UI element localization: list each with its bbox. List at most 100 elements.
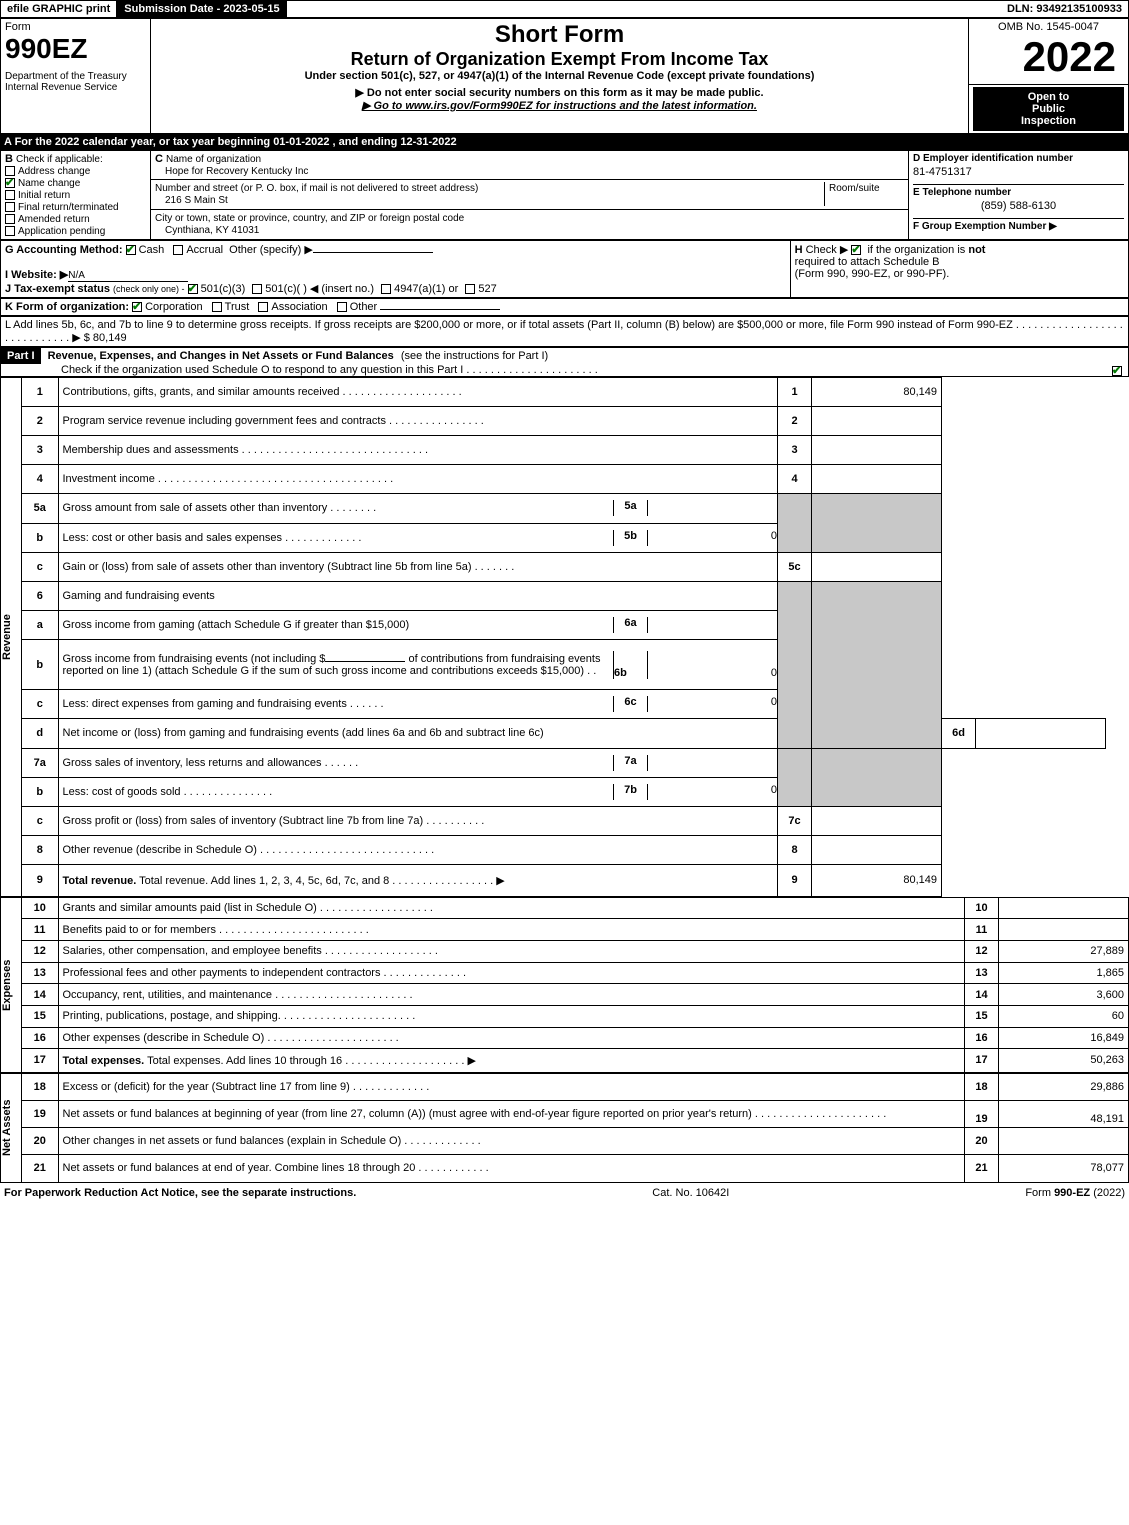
cat-no: Cat. No. 10642I [652,1187,729,1199]
line-7a-desc: Gross sales of inventory, less returns a… [59,755,614,771]
revenue-side-label: Revenue [0,377,22,897]
line-2-desc: Program service revenue including govern… [58,406,778,435]
section-b-label: B [5,153,13,165]
cb-name-change[interactable]: Name change [5,177,146,189]
cb-address-change[interactable]: Address change [5,165,146,177]
line-16-val: 16,849 [999,1027,1129,1049]
section-g-accounting: G Accounting Method: [5,244,123,256]
section-i-website: I Website: ▶ [5,269,68,281]
line-12-val: 27,889 [999,940,1129,962]
dln: DLN: 93492135100933 [1001,0,1129,18]
section-l-gross-receipts: L Add lines 5b, 6c, and 7b to line 9 to … [0,316,1129,347]
cb-4947[interactable] [381,284,391,294]
section-j-tax-exempt: J Tax-exempt status [5,283,110,295]
short-form-title: Short Form [155,21,964,49]
section-e-phone-label: E Telephone number [913,184,1124,198]
line-6d-desc: Net income or (loss) from gaming and fun… [58,719,778,748]
form-header: Form 990EZ Department of the TreasuryInt… [0,18,1129,134]
cb-final-return[interactable]: Final return/terminated [5,201,146,213]
net-assets-side-label: Net Assets [0,1073,22,1183]
line-14-desc: Occupancy, rent, utilities, and maintena… [58,984,965,1006]
line-10-desc: Grants and similar amounts paid (list in… [58,897,965,919]
line-5c-desc: Gain or (loss) from sale of assets other… [58,552,778,581]
line-9-desc: Total revenue. Total revenue. Add lines … [58,865,778,896]
line-19-desc: Net assets or fund balances at beginning… [58,1100,965,1127]
cb-initial-return[interactable]: Initial return [5,189,146,201]
cb-501c[interactable] [252,284,262,294]
other-org-input[interactable] [380,309,500,310]
cb-accrual[interactable] [173,245,183,255]
cb-cash[interactable] [126,245,136,255]
main-title: Return of Organization Exempt From Incom… [155,49,964,70]
section-c-label: C [155,153,163,165]
cb-amended-return[interactable]: Amended return [5,213,146,225]
line-5b-val: 0 [647,530,777,546]
cb-application-pending[interactable]: Application pending [5,225,146,237]
line-5a-desc: Gross amount from sale of assets other t… [59,500,614,516]
paperwork-notice: For Paperwork Reduction Act Notice, see … [4,1187,356,1199]
line-9-val: 80,149 [812,865,942,896]
cb-trust[interactable] [212,302,222,312]
name-of-org-label: Name of organization [166,154,261,165]
line-7b-desc: Less: cost of goods sold . . . . . . . .… [59,784,614,800]
subtitle: Under section 501(c), 527, or 4947(a)(1)… [155,70,964,82]
line-11-desc: Benefits paid to or for members . . . . … [58,919,965,941]
section-k-form-org: K Form of organization: Corporation Trus… [0,298,1129,316]
line-15-desc: Printing, publications, postage, and shi… [58,1006,965,1028]
top-bar: efile GRAPHIC print Submission Date - 20… [0,0,1129,18]
org-name: Hope for Recovery Kentucky Inc [155,166,308,177]
page-footer: For Paperwork Reduction Act Notice, see … [0,1183,1129,1203]
section-f-group-exemption: F Group Exemption Number ▶ [913,218,1124,232]
g-h-block: G Accounting Method: Cash Accrual Other … [0,240,1129,298]
line-8-desc: Other revenue (describe in Schedule O) .… [58,836,778,865]
dept-treasury: Department of the TreasuryInternal Reven… [5,71,146,93]
efile-print: efile GRAPHIC print [0,0,117,18]
line-19-val: 48,191 [999,1100,1129,1127]
room-suite-label: Room/suite [829,183,880,194]
line-6b-desc: Gross income from fundraising events (no… [59,651,614,679]
line-14-val: 3,600 [999,984,1129,1006]
goto-link[interactable]: ▶ Go to www.irs.gov/Form990EZ for instru… [155,99,964,112]
expenses-side-label: Expenses [0,897,22,1073]
cb-501c3[interactable] [188,284,198,294]
line-18-val: 29,886 [999,1073,1129,1100]
cb-association[interactable] [258,302,268,312]
omb-number: OMB No. 1545-0047 [973,21,1124,33]
line-6c-val: 0 [647,696,777,712]
city-label: City or town, state or province, country… [155,213,464,224]
line-18-desc: Excess or (deficit) for the year (Subtra… [58,1073,965,1100]
line-7c-desc: Gross profit or (loss) from sales of inv… [58,806,778,835]
line-12-desc: Salaries, other compensation, and employ… [58,940,965,962]
no-ssn-notice: ▶ Do not enter social security numbers o… [155,86,964,99]
submission-date: Submission Date - 2023-05-15 [117,0,286,18]
website-value: N/A [68,270,188,282]
form-number: 990EZ [5,33,146,65]
form-word: Form [5,21,146,33]
line-a-tax-year: A For the 2022 calendar year, or tax yea… [0,134,1129,150]
line-13-val: 1,865 [999,962,1129,984]
line-6b-val: 0 [647,651,777,679]
part-i-header: Part I Revenue, Expenses, and Changes in… [0,347,1129,377]
street-label: Number and street (or P. O. box, if mail… [155,183,478,194]
cb-schedule-o-part-i[interactable] [1112,366,1122,376]
section-d-ein-label: D Employer identification number [913,153,1124,164]
city-value: Cynthiana, KY 41031 [155,225,259,236]
line-17-desc: Total expenses. Total expenses. Add line… [58,1049,965,1072]
line-6a-desc: Gross income from gaming (attach Schedul… [59,617,614,633]
line-3-desc: Membership dues and assessments . . . . … [58,435,778,464]
line-1-desc: Contributions, gifts, grants, and simila… [58,377,778,406]
line-6-desc: Gaming and fundraising events [58,581,778,610]
line-16-desc: Other expenses (describe in Schedule O) … [58,1027,965,1049]
form-ref: Form 990-EZ (2022) [1025,1187,1125,1199]
line-17-val: 50,263 [999,1049,1129,1072]
cb-527[interactable] [465,284,475,294]
part-i-body: Revenue 1Contributions, gifts, grants, a… [0,377,1106,897]
cb-other-org[interactable] [337,302,347,312]
cb-corporation[interactable] [132,302,142,312]
entity-block: B Check if applicable: Address change Na… [0,150,1129,240]
street-value: 216 S Main St [155,195,228,206]
line-20-desc: Other changes in net assets or fund bala… [58,1128,965,1155]
cb-schedule-b-not-required[interactable] [851,245,861,255]
line-1-val: 80,149 [812,377,942,406]
other-method-input[interactable] [313,252,433,253]
